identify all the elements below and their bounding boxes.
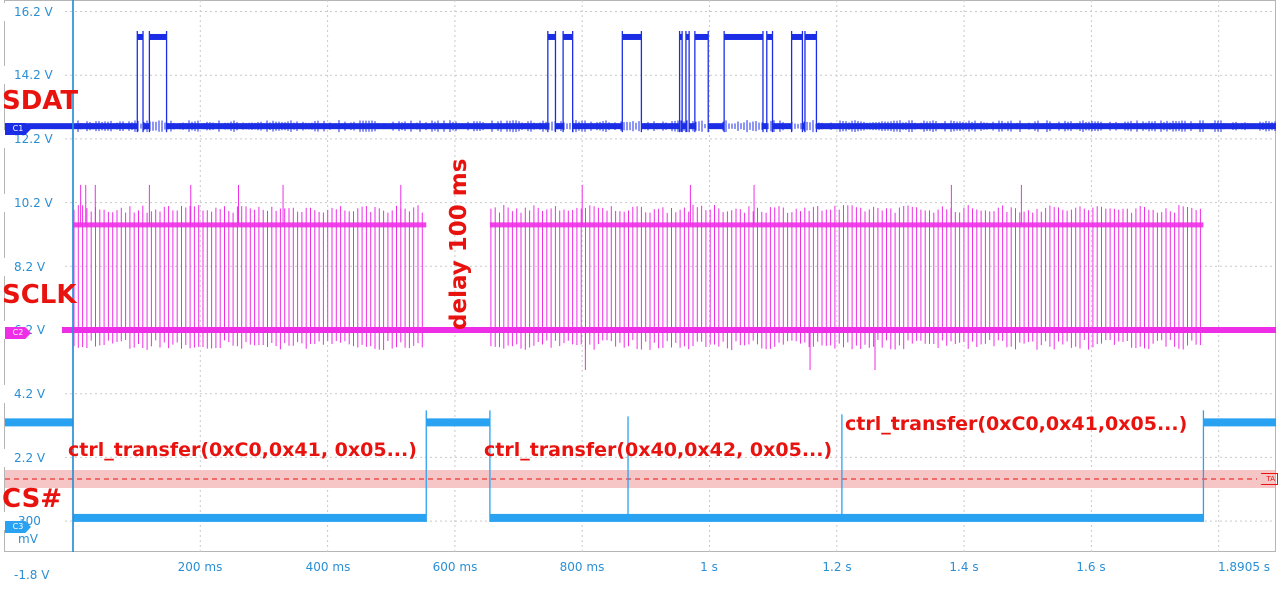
x-tick-label: 1 s xyxy=(697,558,721,576)
sclk-trace xyxy=(5,184,1276,370)
sdat-level xyxy=(791,33,803,40)
trigger-marker[interactable]: TA xyxy=(1256,473,1278,485)
grid xyxy=(4,0,1276,552)
y-tick-label: 4.2 V xyxy=(0,385,62,403)
sdat-level xyxy=(685,33,690,40)
y-tick-label: -1.8 V xyxy=(0,566,62,584)
sdat-level xyxy=(622,33,642,40)
x-tick-label: 800 ms xyxy=(556,558,608,576)
transfer-annotation: ctrl_transfer(0x40,0x42, 0x05...) xyxy=(484,439,833,461)
sdat-level xyxy=(555,123,564,130)
sdat-level xyxy=(137,33,144,40)
sdat-level xyxy=(143,123,150,130)
sdat-label: SDAT xyxy=(2,86,79,116)
sdat-level xyxy=(547,33,556,40)
sdat-trace xyxy=(5,30,1276,133)
sclk-label: SCLK xyxy=(2,280,77,310)
cs-level xyxy=(1203,418,1276,427)
cs-trace xyxy=(5,410,1276,522)
cs-level xyxy=(5,418,73,427)
plot-frame xyxy=(4,0,1276,552)
sdat-level xyxy=(766,33,773,40)
channel-marker-c2[interactable]: C2 xyxy=(5,327,31,339)
cs-label: CS# xyxy=(2,484,63,514)
channel-marker-c1[interactable]: C1 xyxy=(5,123,31,135)
y-tick-label: 10.2 V xyxy=(0,194,62,212)
cs-level xyxy=(426,418,490,427)
sclk-baseline xyxy=(5,327,1276,333)
channel-marker-c3[interactable]: C3 xyxy=(5,521,31,533)
sclk-high-band xyxy=(73,222,427,228)
x-tick-label: 1.8905 s xyxy=(1214,558,1274,576)
sdat-level xyxy=(149,33,167,40)
x-tick-label: 600 ms xyxy=(429,558,481,576)
sdat-level xyxy=(724,33,763,40)
y-tick-label: 8.2 V xyxy=(0,258,62,276)
x-tick-label: 1.6 s xyxy=(1073,558,1109,576)
delay-annotation: delay 100 ms xyxy=(446,158,472,330)
sdat-level xyxy=(804,33,817,40)
sdat-level xyxy=(694,33,709,40)
x-tick-label: 1.2 s xyxy=(819,558,855,576)
sdat-level xyxy=(816,123,1276,130)
x-tick-label: 400 ms xyxy=(302,558,354,576)
cs-level xyxy=(73,513,427,522)
y-tick-label: 14.2 V xyxy=(0,66,62,84)
sdat-level xyxy=(772,123,792,130)
y-tick-label: 2.2 V xyxy=(0,449,62,467)
y-tick-label: 16.2 V xyxy=(0,3,62,21)
transfer-annotation: ctrl_transfer(0xC0,0x41, 0x05...) xyxy=(68,439,417,461)
x-tick-label: 1.4 s xyxy=(946,558,982,576)
sclk-high-band xyxy=(489,222,1204,228)
sdat-level xyxy=(708,123,725,130)
sdat-level xyxy=(563,33,573,40)
x-tick-label: 200 ms xyxy=(174,558,226,576)
sdat-level xyxy=(679,33,683,40)
sdat-level xyxy=(689,123,695,130)
transfer-annotation: ctrl_transfer(0xC0,0x41,0x05...) xyxy=(845,413,1188,435)
cs-level xyxy=(489,513,1204,522)
sdat-level xyxy=(5,123,138,130)
trigger-axis-line xyxy=(72,0,74,552)
